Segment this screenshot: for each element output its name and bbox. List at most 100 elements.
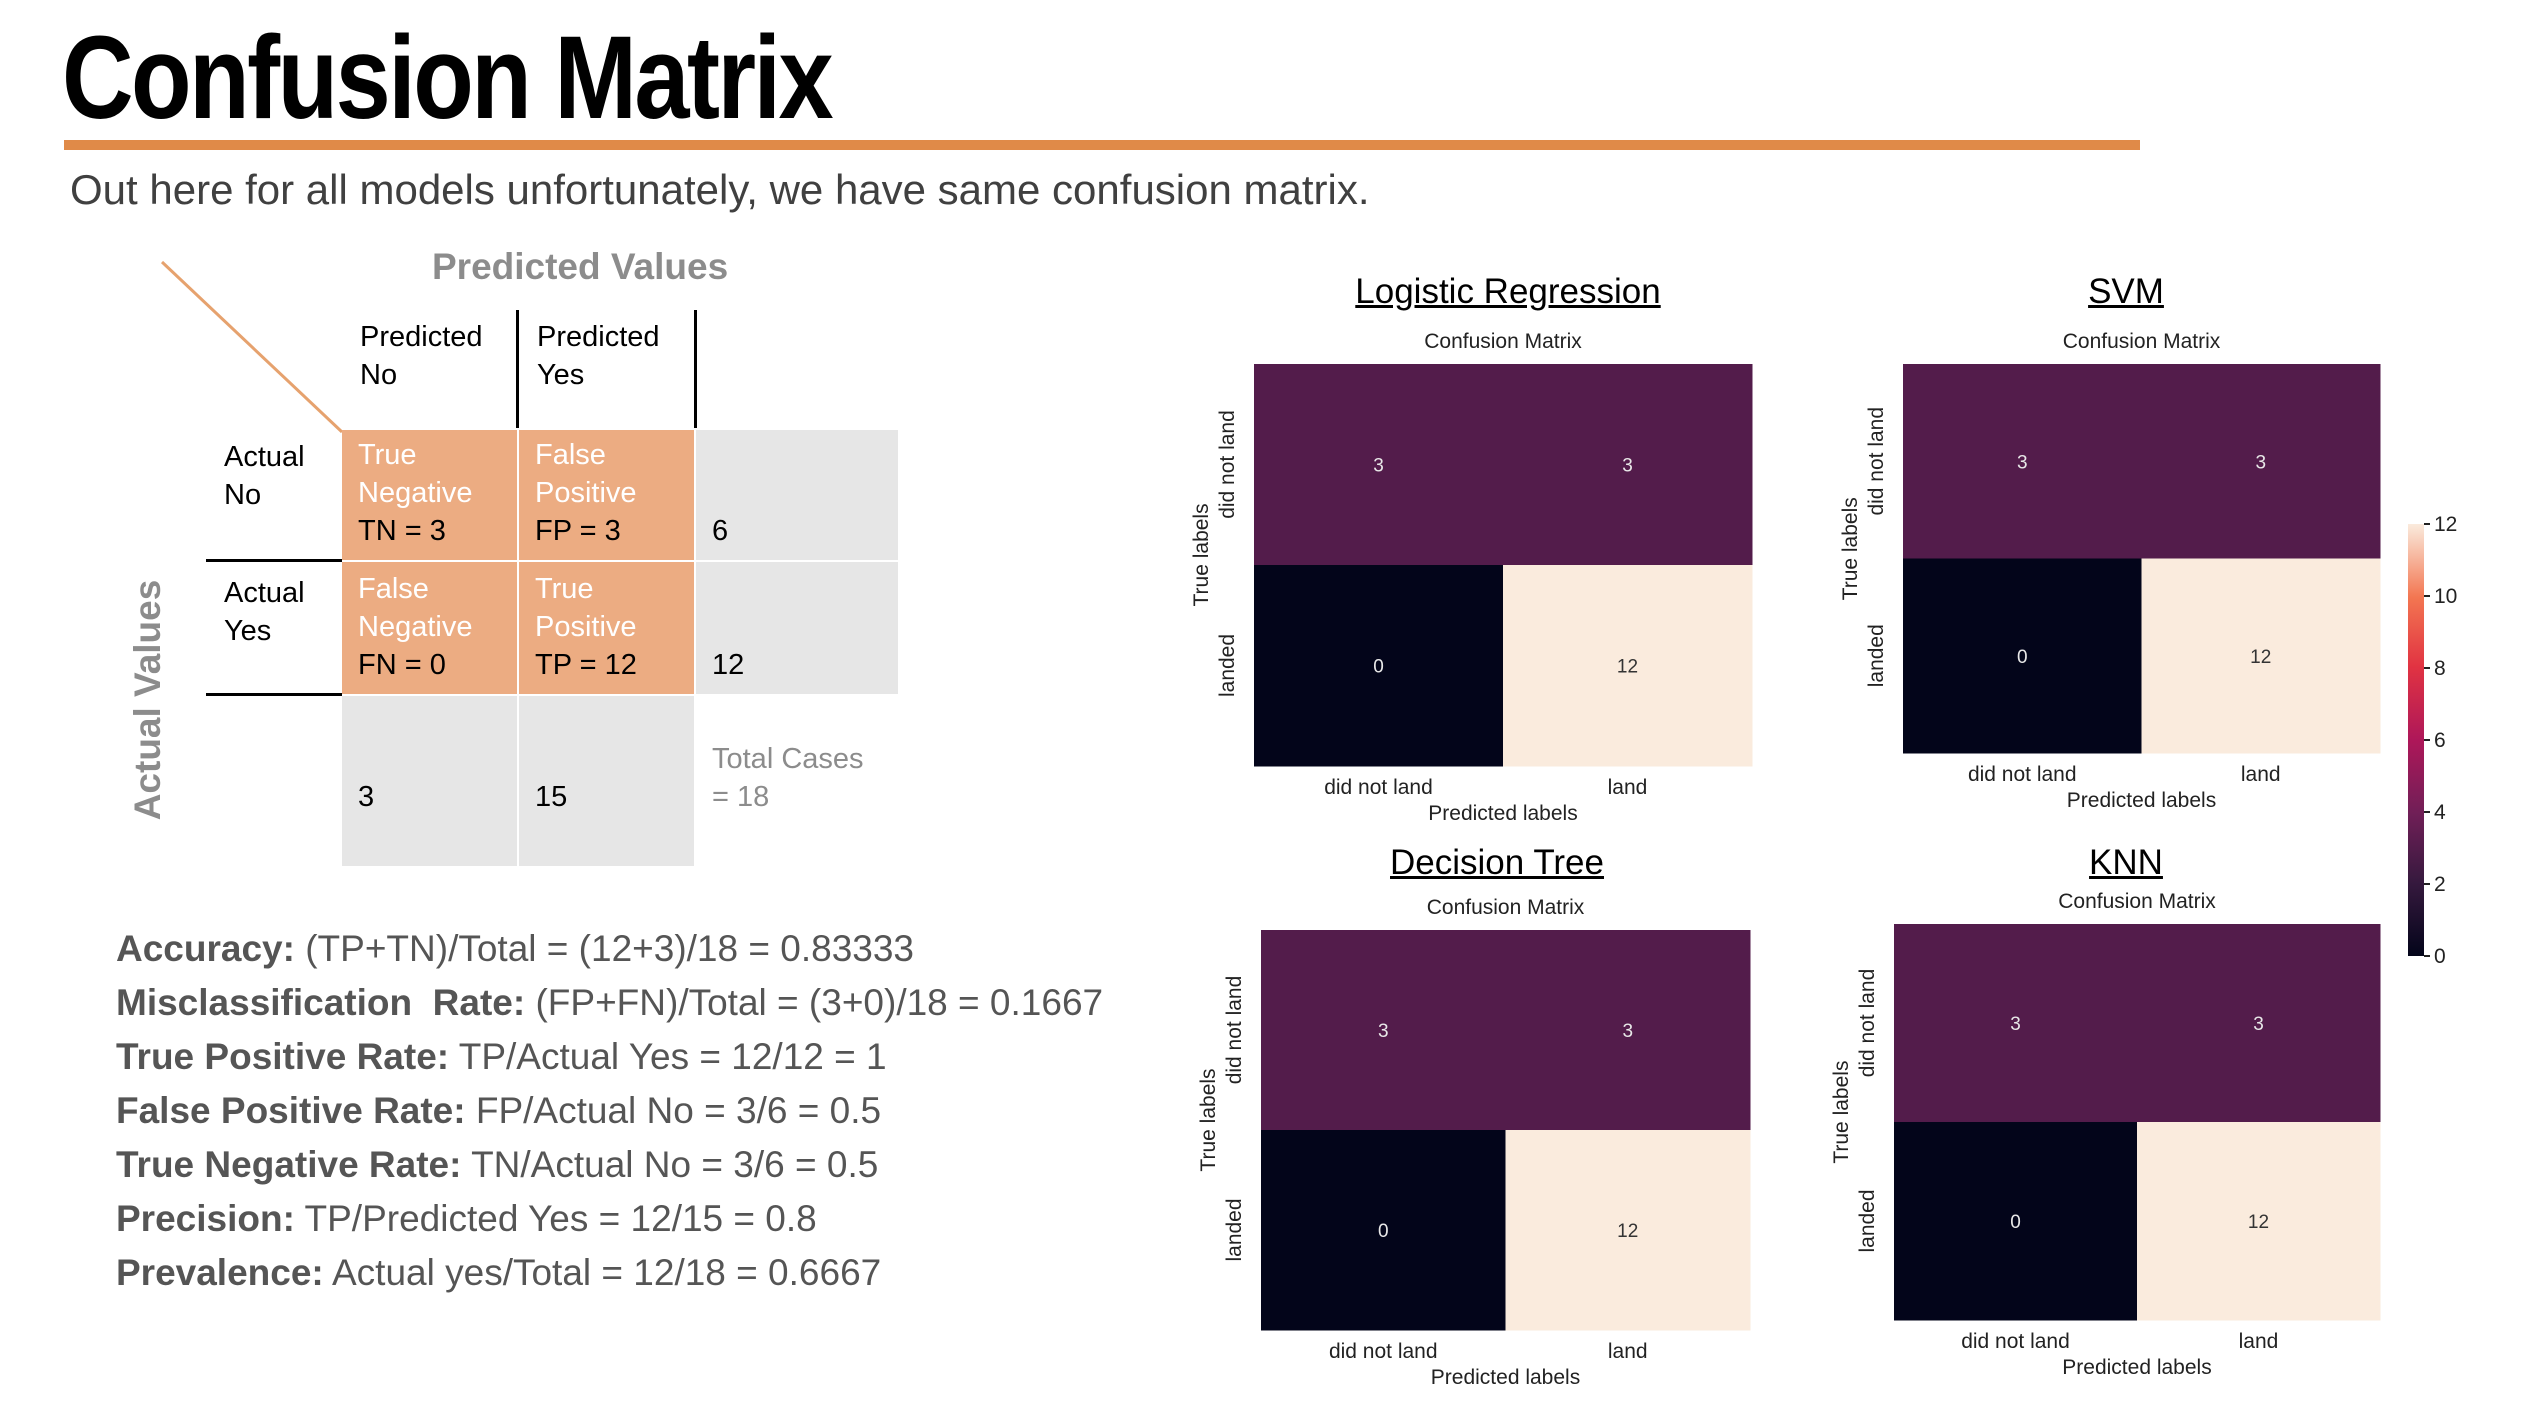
column-header-line: Predicted bbox=[360, 321, 483, 353]
metric-false-positive-rate: False Positive Rate: FP/Actual No = 3/6 … bbox=[116, 1090, 881, 1132]
page-title: Confusion Matrix bbox=[62, 12, 834, 144]
heatmap-cell bbox=[1261, 930, 1506, 1131]
metric-formula: (FP+FN)/Total = (3+0)/18 = 0.1667 bbox=[535, 982, 1104, 1023]
heatmap-cell bbox=[1254, 364, 1504, 566]
total-cases-cell: Total Cases = 18 bbox=[696, 696, 906, 866]
heatmap-cell bbox=[1254, 565, 1504, 767]
true-positive-cell: True Positive TP = 12 bbox=[519, 562, 694, 694]
cell-value: 6 bbox=[712, 515, 729, 547]
heatmap-cell bbox=[2137, 924, 2381, 1123]
cell-line: = 18 bbox=[712, 781, 770, 813]
metric-label: Misclassification Rate: bbox=[116, 982, 526, 1023]
row-header-line: Yes bbox=[224, 615, 272, 647]
column-header-line: Predicted bbox=[537, 321, 660, 353]
heatmap-cell-value: 3 bbox=[1622, 1021, 1633, 1042]
heatmap-cell bbox=[1903, 364, 2142, 559]
colorbar-tick-label: 8 bbox=[2434, 657, 2446, 680]
cell-value: 3 bbox=[358, 781, 375, 813]
row-header-line: Actual bbox=[224, 577, 305, 609]
page-subtitle: Out here for all models unfortunately, w… bbox=[70, 166, 1370, 213]
cell-value: 15 bbox=[535, 781, 568, 813]
cell-value: TN = 3 bbox=[358, 515, 446, 547]
heatmap-cell-value: 3 bbox=[2010, 1014, 2021, 1035]
heatmap-cell-value: 3 bbox=[1378, 1021, 1389, 1042]
metric-prevalence: Prevalence: Actual yes/Total = 12/18 = 0… bbox=[116, 1252, 881, 1294]
metric-misclassification-rate: Misclassification Rate: (FP+FN)/Total = … bbox=[116, 982, 1103, 1024]
heatmap-cell bbox=[1903, 558, 2142, 754]
metric-formula: TP/Actual Yes = 12/12 = 1 bbox=[458, 1036, 887, 1077]
heatmap-cell-value: 0 bbox=[1373, 657, 1384, 678]
metric-formula: TP/Predicted Yes = 12/15 = 0.8 bbox=[304, 1198, 817, 1239]
column-divider bbox=[516, 310, 519, 428]
metric-label: True Positive Rate: bbox=[116, 1036, 450, 1077]
cell-value: TP = 12 bbox=[535, 649, 637, 681]
model-title-logistic-regression: Logistic Regression bbox=[1355, 272, 1661, 311]
metric-formula: (TP+TN)/Total = (12+3)/18 = 0.83333 bbox=[305, 928, 915, 969]
heatmap-cell bbox=[1503, 364, 1753, 566]
colorbar-tick-label: 2 bbox=[2434, 873, 2446, 896]
true-negative-cell: True Negative TN = 3 bbox=[342, 430, 517, 560]
metric-label: Accuracy: bbox=[116, 928, 295, 969]
heatmap-cell bbox=[2141, 364, 2381, 559]
cell-line: True bbox=[535, 573, 594, 605]
metric-true-positive-rate: True Positive Rate: TP/Actual Yes = 12/1… bbox=[116, 1036, 887, 1078]
heatmap-cell-value: 0 bbox=[1378, 1221, 1389, 1242]
y-axis-label: True labels bbox=[1197, 1068, 1220, 1171]
y-axis-label: True labels bbox=[1839, 497, 1862, 600]
model-title-svm: SVM bbox=[2088, 272, 2164, 311]
heatmap-cell bbox=[1505, 1130, 1751, 1331]
colorbar bbox=[2408, 524, 2424, 956]
row-header-line: No bbox=[224, 479, 262, 511]
heatmap-cell-value: 3 bbox=[1622, 456, 1633, 477]
column-total-yes-cell: 15 bbox=[519, 696, 694, 866]
cell-line: Negative bbox=[358, 611, 473, 643]
colorbar-tick-label: 10 bbox=[2434, 585, 2457, 608]
heatmap-cell-value: 12 bbox=[1617, 657, 1638, 678]
heatmap-cell-value: 3 bbox=[2017, 452, 2028, 473]
heatmap-cell bbox=[1894, 1122, 2138, 1321]
heatmap-cell bbox=[2137, 1122, 2381, 1321]
heatmap-cell-value: 12 bbox=[2250, 647, 2271, 668]
cell-line: True bbox=[358, 439, 417, 471]
predicted-values-header: Predicted Values bbox=[432, 246, 729, 287]
row-header-line: Actual bbox=[224, 441, 305, 473]
model-title-knn: KNN bbox=[2089, 843, 2163, 882]
row-total-no-cell: 6 bbox=[696, 430, 898, 560]
column-header-predicted-no: Predicted No bbox=[360, 318, 483, 394]
cell-line: Positive bbox=[535, 477, 637, 509]
y-axis-label: True labels bbox=[1830, 1061, 1853, 1164]
y-tick-label: landed bbox=[1223, 1198, 1246, 1261]
colorbar-tick-label: 12 bbox=[2434, 513, 2457, 536]
row-total-yes-cell: 12 bbox=[696, 562, 898, 694]
column-header-line: No bbox=[360, 359, 398, 391]
column-header-line: Yes bbox=[537, 359, 585, 391]
colorbar-tick-label: 4 bbox=[2434, 801, 2446, 824]
heatmap-cell-value: 12 bbox=[2248, 1212, 2269, 1233]
x-tick-label: land bbox=[1608, 1340, 1648, 1363]
x-axis-label: Predicted labels bbox=[1428, 802, 1577, 825]
y-tick-label: did not land bbox=[1856, 969, 1879, 1078]
x-axis-label: Predicted labels bbox=[2067, 789, 2216, 812]
heatmap-cell-value: 0 bbox=[2010, 1212, 2021, 1233]
false-negative-cell: False Negative FN = 0 bbox=[342, 562, 517, 694]
row-header-actual-yes: Actual Yes bbox=[224, 574, 305, 650]
cell-line: Negative bbox=[358, 477, 473, 509]
x-tick-label: did not land bbox=[1324, 776, 1433, 799]
row-divider bbox=[206, 559, 342, 562]
cell-line: Total Cases bbox=[712, 743, 864, 775]
metric-precision: Precision: TP/Predicted Yes = 12/15 = 0.… bbox=[116, 1198, 817, 1240]
heatmap-cell-value: 3 bbox=[2255, 452, 2266, 473]
row-header-actual-no: Actual No bbox=[224, 438, 305, 514]
y-tick-label: did not land bbox=[1865, 407, 1888, 516]
heatmap-title: Confusion Matrix bbox=[1427, 896, 1585, 919]
heatmap-cell bbox=[1505, 930, 1751, 1131]
x-tick-label: did not land bbox=[1968, 763, 2077, 786]
y-tick-label: landed bbox=[1216, 634, 1239, 697]
row-divider bbox=[206, 693, 342, 696]
y-tick-label: did not land bbox=[1223, 976, 1246, 1085]
x-tick-label: did not land bbox=[1961, 1330, 2070, 1353]
false-positive-cell: False Positive FP = 3 bbox=[519, 430, 694, 560]
metric-formula: TN/Actual No = 3/6 = 0.5 bbox=[471, 1144, 879, 1185]
cell-value: 12 bbox=[712, 649, 745, 681]
